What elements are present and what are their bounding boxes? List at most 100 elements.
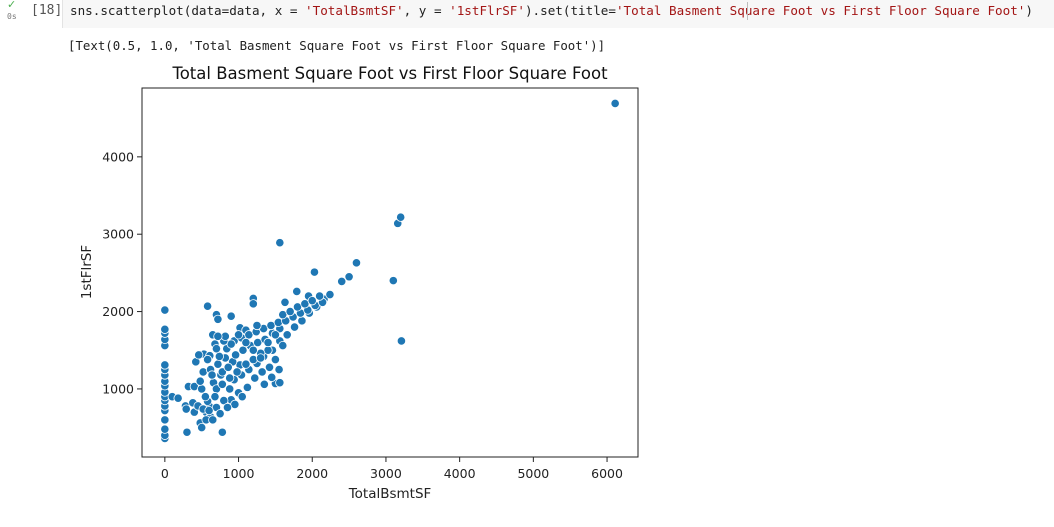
scatter-point [210, 392, 220, 402]
scatter-point [200, 392, 210, 402]
code-line[interactable]: sns.scatterplot(data=data, x = 'TotalBsm… [70, 3, 1033, 19]
scatter-point [208, 415, 218, 425]
scatter-point [307, 296, 317, 306]
scatter-point [241, 337, 251, 348]
scatter-point [256, 353, 266, 363]
scatter-point [233, 330, 244, 340]
scatter-point [223, 362, 233, 372]
scatter-point [282, 330, 292, 340]
scatter-point [250, 373, 260, 383]
scatter-point [388, 276, 398, 286]
scatter-point [285, 306, 295, 317]
code-token: , y = [403, 3, 450, 18]
scatter-point [182, 427, 192, 437]
scatter-point [241, 359, 251, 369]
scatter-point [226, 311, 236, 321]
scatter-point [278, 341, 288, 351]
plot-frame [141, 87, 639, 458]
scatter-point [217, 427, 227, 437]
scatter-point [315, 291, 325, 301]
x-tick-label: 3000 [370, 466, 402, 481]
scatter-point [219, 395, 229, 406]
scatter-point [202, 301, 213, 311]
x-tick-label: 4000 [444, 466, 476, 481]
scatter-point [280, 297, 290, 307]
code-editor[interactable]: sns.scatterplot(data=data, x = 'TotalBsm… [62, 0, 1054, 28]
scatter-point [160, 324, 170, 334]
y-tick-label: 1000 [102, 381, 134, 396]
code-string: '1stFlrSF' [449, 3, 525, 18]
scatter-point [173, 393, 183, 403]
scatter-point [207, 370, 217, 380]
code-token: ).set(title= [524, 3, 616, 18]
scatter-point [259, 379, 269, 389]
scatter-point [197, 423, 207, 433]
axis-ticks: 0 1000 2000 3000 4000 5000 6000 1000 2000 3000 400… [102, 149, 623, 481]
scatter-point [309, 267, 320, 277]
scatter-point [237, 392, 247, 402]
scatter-point [160, 360, 170, 370]
scatter-point [325, 289, 335, 300]
scatter-point [204, 405, 214, 416]
scatter-point [213, 331, 223, 341]
x-tick-label: 0 [161, 466, 169, 481]
scatter-point [275, 238, 285, 248]
data-points [160, 98, 620, 444]
scatter-point [160, 424, 170, 434]
scatter-point [337, 276, 347, 286]
execution-count[interactable]: [18] [31, 3, 63, 18]
y-tick-label: 4000 [102, 149, 134, 164]
check-icon: ✓ [7, 0, 17, 11]
scatter-plot: Total Basment Square Foot vs First Floor… [79, 64, 639, 502]
cell-gutter: ✓ 0s [18] [0, 0, 62, 527]
scatter-point [230, 350, 241, 360]
scatter-point [248, 299, 258, 309]
scatter-point [248, 345, 258, 355]
scatter-point [275, 378, 285, 388]
chart-title: Total Basment Square Foot vs First Floor… [171, 64, 608, 83]
code-string: 'Total Basment Square Foot vs First Floo… [615, 3, 1026, 18]
scatter-point [242, 382, 252, 392]
output-text: [Text(0.5, 1.0, 'Total Basment Square Fo… [68, 38, 606, 53]
scatter-point [214, 351, 224, 362]
x-tick-label: 5000 [517, 466, 549, 481]
code-token: sns.scatterplot(data=data, x = [70, 3, 306, 18]
scatter-point [248, 354, 258, 365]
scatter-point [217, 379, 227, 389]
scatter-point [267, 372, 277, 382]
scatter-point [610, 98, 620, 109]
y-tick-label: 3000 [102, 227, 134, 242]
scatter-point [160, 415, 170, 425]
scatter-point [225, 373, 235, 383]
scatter-point [252, 320, 262, 331]
scatter-point [213, 359, 223, 369]
scatter-point [273, 317, 283, 327]
scatter-point [222, 402, 233, 413]
y-tick-label: 2000 [102, 304, 134, 319]
scatter-point [194, 350, 204, 360]
scatter-point [270, 330, 280, 340]
text-cursor [747, 2, 748, 20]
x-tick-label: 1000 [223, 466, 255, 481]
scatter-point [344, 272, 354, 282]
scatter-point [289, 322, 300, 332]
scatter-point [225, 384, 235, 394]
scatter-point [232, 367, 242, 377]
scatter-point [396, 336, 407, 346]
scatter-point [211, 344, 222, 354]
scatter-point [197, 384, 207, 394]
scatter-point [274, 364, 284, 375]
code-string: 'TotalBsmtSF' [305, 3, 404, 18]
scatter-point [297, 316, 307, 326]
scatter-point [202, 354, 213, 365]
scatter-point [264, 362, 275, 372]
scatter-point [257, 367, 267, 377]
scatter-point [263, 337, 273, 348]
x-tick-label: 2000 [296, 466, 328, 481]
scatter-point [396, 212, 406, 222]
scatter-point [181, 404, 191, 414]
scatter-point [238, 345, 248, 355]
y-axis-label: 1stFlrSF [79, 245, 95, 299]
scatter-point [195, 376, 205, 386]
